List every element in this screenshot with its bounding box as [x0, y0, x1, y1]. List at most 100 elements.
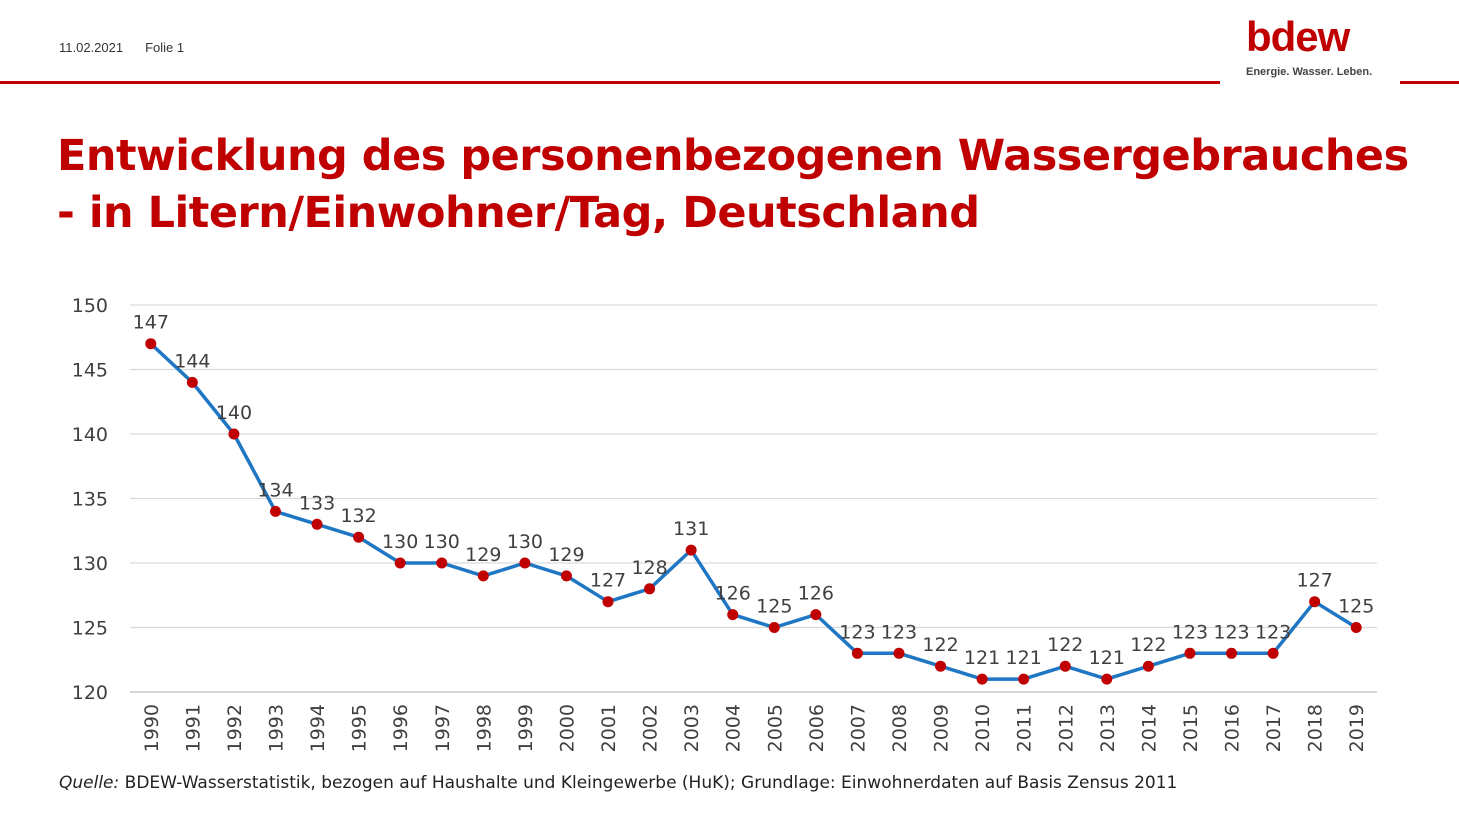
x-tick-label: 2009 — [931, 704, 953, 752]
data-label: 123 — [881, 621, 917, 643]
y-tick-label: 120 — [72, 682, 108, 704]
header-rule-left — [0, 81, 1220, 84]
marker-layer — [145, 338, 1362, 685]
data-label: 121 — [964, 647, 1000, 669]
x-tick-label: 2018 — [1305, 704, 1327, 752]
series-line-layer — [149, 342, 1358, 681]
data-point — [644, 583, 656, 595]
data-point — [269, 505, 281, 517]
data-point — [519, 557, 531, 569]
data-label: 129 — [465, 544, 501, 566]
data-point — [893, 647, 905, 659]
data-label: 122 — [1047, 634, 1083, 656]
y-tick-label: 135 — [72, 489, 108, 511]
x-tick-label: 2016 — [1222, 704, 1244, 752]
data-point — [1267, 647, 1279, 659]
x-tick-label: 1994 — [307, 704, 329, 752]
slide-date: 11.02.2021 — [59, 40, 124, 55]
y-tick-label: 125 — [72, 618, 108, 640]
x-tick-label: 2012 — [1055, 704, 1077, 752]
data-label: 127 — [1297, 570, 1333, 592]
x-tick-label: 1993 — [265, 704, 287, 752]
x-tick-label: 2005 — [764, 704, 786, 752]
data-point — [685, 544, 697, 556]
data-label: 140 — [216, 402, 252, 424]
data-label: 130 — [507, 531, 543, 553]
title-line-1: Entwicklung des personenbezogenen Wasser… — [57, 131, 1409, 181]
x-tick-label: 2000 — [556, 704, 578, 752]
data-point — [1226, 647, 1238, 659]
data-point — [935, 660, 947, 672]
data-label: 131 — [673, 518, 709, 540]
data-label: 123 — [1172, 621, 1208, 643]
x-tick-label: 2008 — [889, 704, 911, 752]
data-label: 130 — [382, 531, 418, 553]
logo-wordmark: bdew — [1246, 13, 1350, 60]
data-label: 121 — [1006, 647, 1042, 669]
y-tick-label: 140 — [72, 424, 108, 446]
header-rule-right — [1400, 81, 1459, 84]
slide-number: Folie 1 — [145, 40, 185, 55]
x-tick-label: 2010 — [972, 704, 994, 752]
x-tick-label: 2002 — [640, 704, 662, 752]
data-point — [353, 531, 365, 543]
x-tick-label: 2006 — [806, 704, 828, 752]
data-point — [1350, 622, 1362, 633]
data-point — [768, 622, 780, 633]
x-tick-label: 2011 — [1014, 704, 1036, 752]
data-label: 125 — [756, 596, 792, 618]
data-point — [228, 428, 240, 440]
series-line — [149, 342, 1358, 681]
x-tick-label: 1997 — [432, 704, 454, 752]
data-point — [1018, 673, 1030, 685]
data-point — [1101, 673, 1113, 685]
y-tick-label: 130 — [72, 553, 108, 575]
data-label: 134 — [257, 479, 293, 501]
data-label: 147 — [133, 312, 169, 334]
data-label: 144 — [174, 350, 210, 372]
page-title: Entwicklung des personenbezogenen Wasser… — [57, 128, 1409, 242]
data-label: 126 — [715, 583, 751, 605]
x-tick-label: 1999 — [515, 704, 537, 752]
data-label: 129 — [548, 544, 584, 566]
data-point — [560, 570, 572, 582]
data-label: 126 — [798, 583, 834, 605]
x-tick-label: 2013 — [1097, 704, 1119, 752]
source-text: BDEW-Wasserstatistik, bezogen auf Hausha… — [119, 773, 1178, 793]
x-tick-label: 1991 — [182, 704, 204, 752]
source-label: Quelle: — [59, 773, 120, 793]
data-point — [394, 557, 406, 569]
data-label: 127 — [590, 570, 626, 592]
x-tick-label: 1996 — [390, 704, 412, 752]
x-tick-label: 1992 — [224, 704, 246, 752]
data-point — [311, 518, 323, 530]
data-point — [727, 609, 739, 621]
data-label: 133 — [299, 492, 335, 514]
x-tick-label: 2019 — [1346, 704, 1368, 752]
y-tick-label: 150 — [72, 295, 108, 317]
data-label: 123 — [1255, 621, 1291, 643]
x-tick-label: 2001 — [598, 704, 620, 752]
bdew-logo: bdew Energie. Wasser. Leben. — [1246, 13, 1386, 79]
data-label: 123 — [1213, 621, 1249, 643]
x-tick-labels: 1990 1991 1992 1993 1994 1995 1996 1997 1998 1999… — [141, 704, 1368, 752]
x-tick-label: 2017 — [1263, 704, 1285, 752]
data-point — [1059, 660, 1071, 672]
logo-claim: Energie. Wasser. Leben. — [1246, 66, 1373, 78]
data-label: 130 — [424, 531, 460, 553]
data-point — [436, 557, 448, 569]
data-point — [851, 647, 863, 659]
y-tick-labels: 120 125 130 135 140 145 150 — [72, 295, 108, 704]
x-tick-label: 1995 — [349, 704, 371, 752]
grid-layer — [130, 304, 1377, 693]
x-tick-label: 2007 — [847, 704, 869, 752]
data-point — [1142, 660, 1154, 672]
data-point — [145, 338, 157, 350]
data-label: 123 — [839, 621, 875, 643]
data-point — [976, 673, 988, 685]
x-tick-label: 2004 — [723, 704, 745, 752]
data-label: 125 — [1338, 596, 1374, 618]
y-tick-label: 145 — [72, 360, 108, 382]
